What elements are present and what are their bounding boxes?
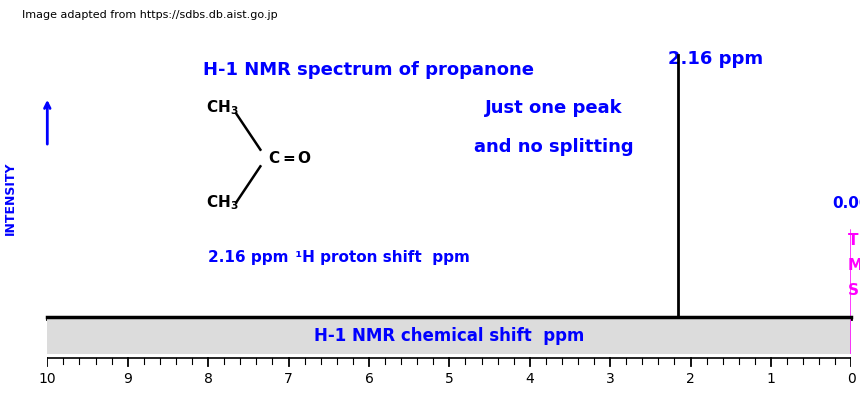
Text: T: T bbox=[847, 233, 858, 248]
Text: 2.16 ppm: 2.16 ppm bbox=[208, 250, 288, 265]
Text: 2.16 ppm: 2.16 ppm bbox=[668, 50, 763, 68]
Text: S: S bbox=[847, 283, 858, 298]
Text: Just one peak: Just one peak bbox=[485, 99, 623, 117]
Text: $\mathbf{CH_3}$: $\mathbf{CH_3}$ bbox=[206, 193, 239, 212]
Text: 5: 5 bbox=[445, 372, 454, 386]
Text: $\mathbf{CH_3}$: $\mathbf{CH_3}$ bbox=[206, 99, 239, 118]
Text: 7: 7 bbox=[284, 372, 293, 386]
Text: ¹H proton shift  ppm: ¹H proton shift ppm bbox=[285, 250, 470, 265]
Text: 4: 4 bbox=[525, 372, 534, 386]
Text: INTENSITY: INTENSITY bbox=[3, 161, 17, 235]
Text: and no splitting: and no splitting bbox=[474, 138, 634, 156]
Text: 9: 9 bbox=[123, 372, 132, 386]
Text: $\mathbf{C{=}O}$: $\mathbf{C{=}O}$ bbox=[268, 150, 312, 166]
Text: 0: 0 bbox=[847, 372, 856, 386]
Text: H-1 NMR spectrum of propanone: H-1 NMR spectrum of propanone bbox=[204, 61, 534, 79]
Text: 1: 1 bbox=[766, 372, 776, 386]
Text: 10: 10 bbox=[39, 372, 56, 386]
Text: Image adapted from https://sdbs.db.aist.go.jp: Image adapted from https://sdbs.db.aist.… bbox=[22, 10, 277, 20]
Text: 6: 6 bbox=[365, 372, 373, 386]
Text: H-1 NMR chemical shift  ppm: H-1 NMR chemical shift ppm bbox=[314, 327, 585, 345]
Text: 0.00: 0.00 bbox=[832, 196, 860, 211]
Text: 3: 3 bbox=[605, 372, 615, 386]
Text: 2: 2 bbox=[686, 372, 695, 386]
Text: M: M bbox=[847, 258, 860, 273]
Text: 8: 8 bbox=[204, 372, 212, 386]
